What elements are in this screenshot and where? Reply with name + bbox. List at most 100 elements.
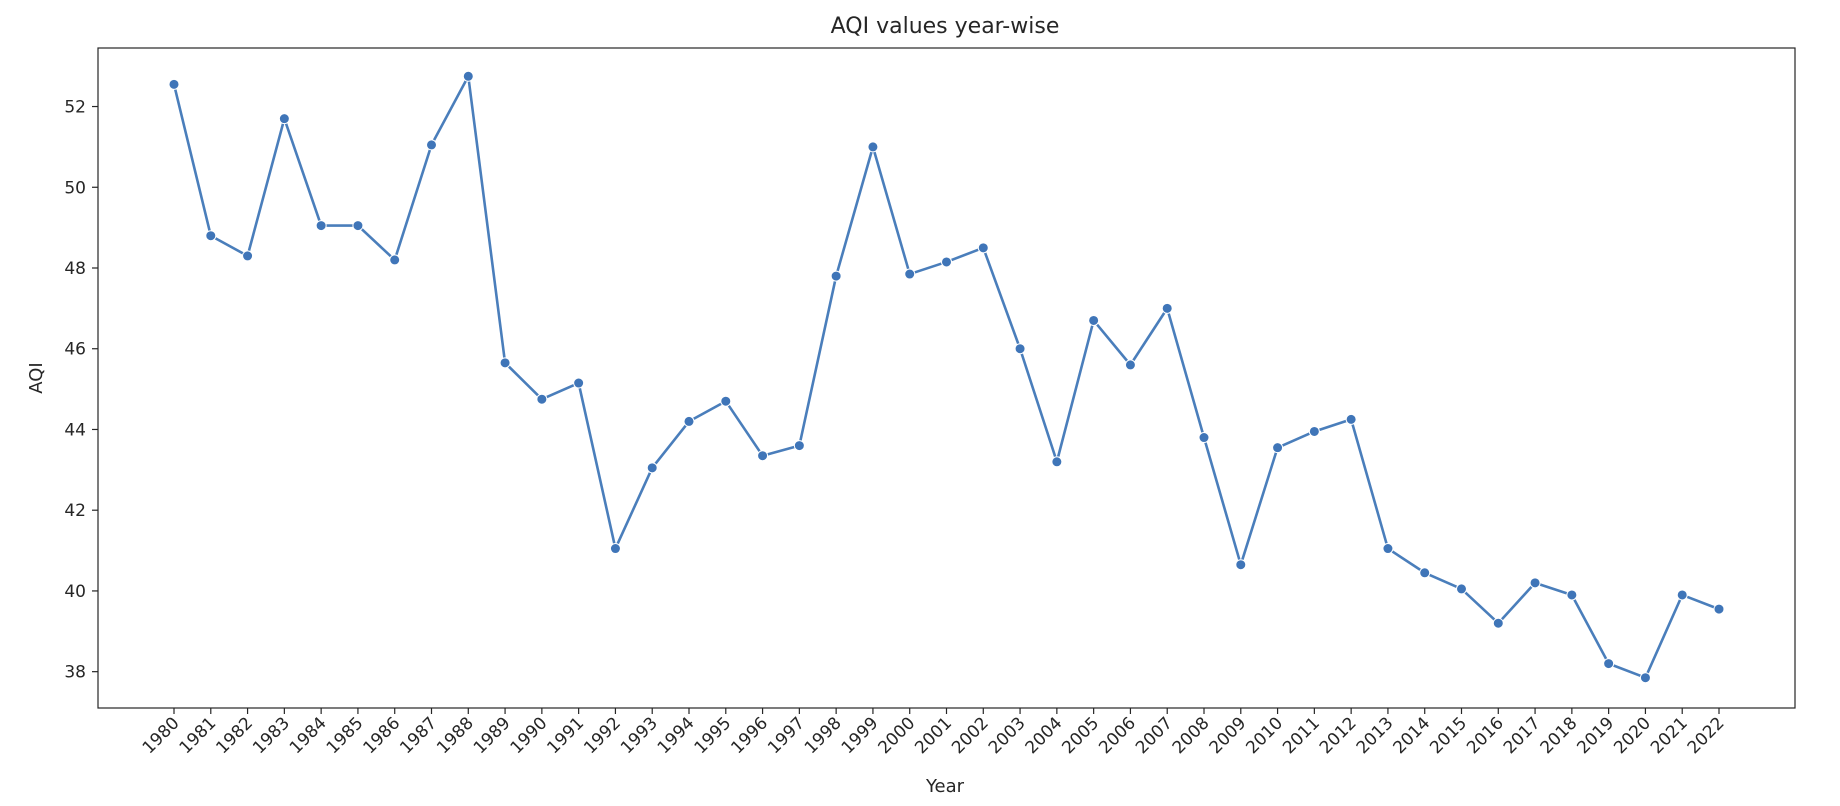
x-tick-label: 1998 xyxy=(801,713,846,758)
x-tick-label: 1981 xyxy=(176,713,221,758)
x-tick-label: 1988 xyxy=(433,713,478,758)
x-tick-label: 1983 xyxy=(249,713,294,758)
data-point xyxy=(646,462,658,474)
series-line xyxy=(172,74,1720,680)
x-tick-label: 1985 xyxy=(323,713,368,758)
data-point xyxy=(941,256,952,268)
x-tick-label: 2019 xyxy=(1573,713,1618,758)
data-point xyxy=(1161,302,1173,314)
data-point xyxy=(1492,617,1504,629)
y-tick-label: 50 xyxy=(64,178,86,198)
data-point xyxy=(977,242,989,254)
data-point xyxy=(1014,343,1026,355)
x-tick-label: 2004 xyxy=(1022,713,1067,758)
data-point xyxy=(1676,589,1688,601)
data-point xyxy=(352,220,364,232)
data-point xyxy=(867,141,879,153)
data-point xyxy=(683,415,695,427)
data-point xyxy=(315,220,327,232)
data-point xyxy=(1529,577,1541,589)
data-point xyxy=(904,268,916,280)
data-point xyxy=(1345,413,1357,425)
x-tick-label: 2002 xyxy=(948,713,993,758)
x-tick-label: 2005 xyxy=(1058,713,1103,758)
data-point xyxy=(205,230,217,242)
x-tick-label: 1992 xyxy=(580,713,625,758)
data-point xyxy=(1308,425,1320,437)
x-tick-label: 1980 xyxy=(139,713,184,758)
x-tick-label: 2015 xyxy=(1426,713,1471,758)
data-point xyxy=(1272,442,1284,454)
data-point xyxy=(1124,359,1136,371)
x-tick-label: 2003 xyxy=(985,713,1030,758)
data-point xyxy=(757,450,769,462)
x-tick-label: 1982 xyxy=(212,713,257,758)
data-point xyxy=(536,393,548,405)
data-point xyxy=(720,395,732,407)
x-tick-label: 1986 xyxy=(360,713,405,758)
data-point xyxy=(573,377,585,389)
data-point xyxy=(1713,603,1725,615)
plot-area xyxy=(97,47,1796,709)
x-tick-label: 2000 xyxy=(875,713,920,758)
x-tick-label: 2012 xyxy=(1316,713,1361,758)
y-tick-label: 42 xyxy=(64,501,86,521)
y-axis-label: AQI xyxy=(26,362,47,393)
x-tick-label: 2014 xyxy=(1390,713,1435,758)
data-point xyxy=(1088,314,1100,326)
data-point xyxy=(1235,559,1247,571)
x-tick-label: 1984 xyxy=(286,713,331,758)
x-tick-label: 1990 xyxy=(507,713,552,758)
x-tick-label: 1989 xyxy=(470,713,515,758)
x-tick-label: 2020 xyxy=(1610,713,1655,758)
x-tick-label: 1991 xyxy=(543,713,588,758)
data-point xyxy=(278,113,290,125)
x-tick-label: 1987 xyxy=(396,713,441,758)
x-tick-label: 2006 xyxy=(1095,713,1140,758)
data-point xyxy=(1603,658,1615,670)
y-tick-label: 38 xyxy=(64,663,86,683)
data-point xyxy=(1051,456,1063,468)
x-tick-label: 2016 xyxy=(1463,713,1508,758)
plot-frame xyxy=(97,47,1796,709)
data-point xyxy=(499,357,511,369)
x-tick-label: 2009 xyxy=(1206,713,1251,758)
y-tick-label: 48 xyxy=(64,259,86,279)
x-axis-label: Year xyxy=(925,776,965,797)
x-tick-label: 2010 xyxy=(1242,713,1287,758)
data-point xyxy=(1456,583,1467,595)
data-point xyxy=(389,254,401,266)
x-tick-label: 1994 xyxy=(654,713,699,758)
y-tick-label: 52 xyxy=(64,98,86,118)
x-tick-label: 1997 xyxy=(764,713,809,758)
aqi-series xyxy=(168,70,1725,684)
y-tick-label: 46 xyxy=(64,340,86,360)
x-tick-label: 2017 xyxy=(1500,713,1545,758)
data-point xyxy=(609,543,621,555)
data-point xyxy=(1566,589,1578,601)
x-tick-label: 1993 xyxy=(617,713,662,758)
x-tick-label: 1995 xyxy=(691,713,736,758)
x-axis-ticks: 1980198119821983198419851986198719881989… xyxy=(139,708,1729,758)
x-tick-label: 2008 xyxy=(1169,713,1214,758)
chart-title: AQI values year-wise xyxy=(831,14,1060,39)
x-tick-label: 2022 xyxy=(1684,713,1729,758)
data-point xyxy=(1639,672,1651,684)
x-tick-label: 2007 xyxy=(1132,713,1177,758)
x-tick-label: 2021 xyxy=(1647,713,1692,758)
y-tick-label: 40 xyxy=(64,582,86,602)
x-tick-label: 2011 xyxy=(1279,713,1324,758)
data-point xyxy=(462,70,474,82)
data-point xyxy=(1198,432,1210,444)
y-axis-ticks: 38 40 42 44 46 48 50 52 xyxy=(64,98,98,683)
data-point xyxy=(242,250,254,262)
x-tick-label: 2013 xyxy=(1353,713,1398,758)
x-tick-label: 2001 xyxy=(911,713,956,758)
data-point xyxy=(1382,543,1394,555)
data-point xyxy=(1419,567,1431,579)
data-point xyxy=(426,139,437,151)
x-tick-label: 2018 xyxy=(1537,713,1582,758)
data-point xyxy=(793,440,805,452)
x-tick-label: 1999 xyxy=(838,713,883,758)
